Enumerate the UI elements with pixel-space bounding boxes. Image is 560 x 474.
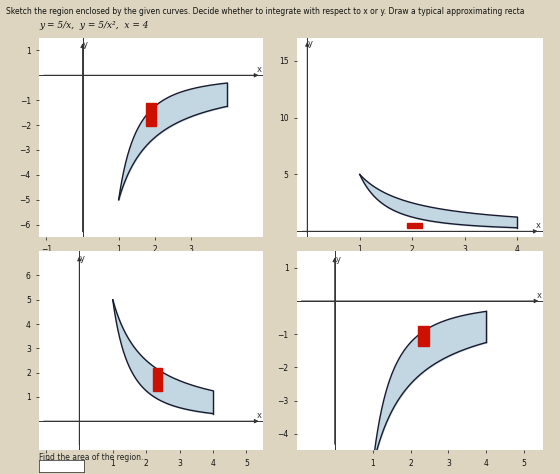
- Text: y: y: [83, 40, 88, 49]
- Text: x: x: [535, 221, 540, 230]
- Bar: [418, 326, 429, 346]
- Text: y = 5/x,  y = 5/x²,  x = 4: y = 5/x, y = 5/x², x = 4: [39, 21, 149, 30]
- Text: Find the area of the region.: Find the area of the region.: [39, 453, 143, 462]
- Text: Sketch the region enclosed by the given curves. Decide whether to integrate with: Sketch the region enclosed by the given …: [6, 7, 524, 16]
- Bar: [407, 223, 422, 228]
- Bar: [153, 368, 162, 391]
- Text: x: x: [536, 291, 542, 300]
- Text: y: y: [80, 254, 85, 263]
- Text: x: x: [256, 411, 262, 420]
- Text: y: y: [335, 255, 340, 264]
- Text: y: y: [308, 39, 313, 48]
- Text: x: x: [256, 65, 262, 74]
- Bar: [146, 103, 156, 126]
